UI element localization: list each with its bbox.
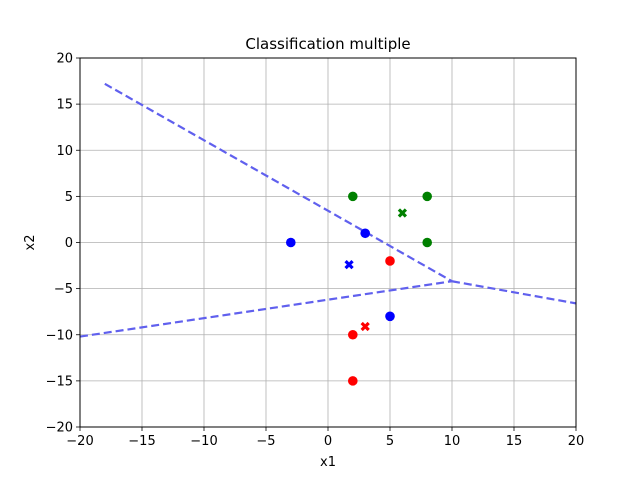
boundary-line <box>80 280 453 338</box>
y-tick-label: −5 <box>54 282 73 297</box>
x-tick-label: 10 <box>444 434 461 449</box>
boundary-line <box>104 82 453 283</box>
data-point <box>385 256 395 266</box>
y-tick-label: 10 <box>56 144 73 159</box>
x-tick-label: 0 <box>324 434 332 449</box>
data-point <box>286 237 296 248</box>
y-tick-label: 20 <box>56 52 73 67</box>
x-tick-label: 5 <box>386 434 394 449</box>
grid <box>79 57 577 428</box>
chart-title: Classification multiple <box>245 35 410 53</box>
y-axis-label: x2 <box>23 235 38 251</box>
data-point <box>348 376 358 386</box>
x-tick-label: 15 <box>506 434 523 449</box>
data-point <box>348 329 358 340</box>
x-tick-label: −10 <box>190 434 217 449</box>
data-point <box>360 228 371 239</box>
data-point-x <box>397 208 408 218</box>
data-point <box>385 311 395 322</box>
decision-boundaries <box>80 82 576 338</box>
x-tick-label: 20 <box>568 434 585 449</box>
x-axis-label: x1 <box>320 455 336 470</box>
data-points <box>286 191 433 386</box>
ticks: −20 −15 −10 −5 0 5 10 15 20 −20 −15 −10 −5 0 5 10 15 20 <box>46 52 585 450</box>
data-point-x <box>344 260 354 270</box>
y-tick-label: 5 <box>65 190 73 205</box>
y-tick-label: −10 <box>46 328 73 343</box>
data-point <box>348 191 358 202</box>
y-tick-label: 15 <box>56 98 73 113</box>
y-tick-label: 0 <box>65 236 73 251</box>
x-tick-label: −15 <box>128 434 155 449</box>
x-tick-label: −20 <box>66 434 93 449</box>
data-point <box>422 191 433 202</box>
data-point-x <box>360 321 370 332</box>
y-tick-label: −15 <box>46 374 73 389</box>
boundary-line <box>451 280 576 305</box>
x-tick-label: −5 <box>256 434 275 449</box>
data-point <box>422 237 433 248</box>
y-tick-label: −20 <box>46 421 73 436</box>
